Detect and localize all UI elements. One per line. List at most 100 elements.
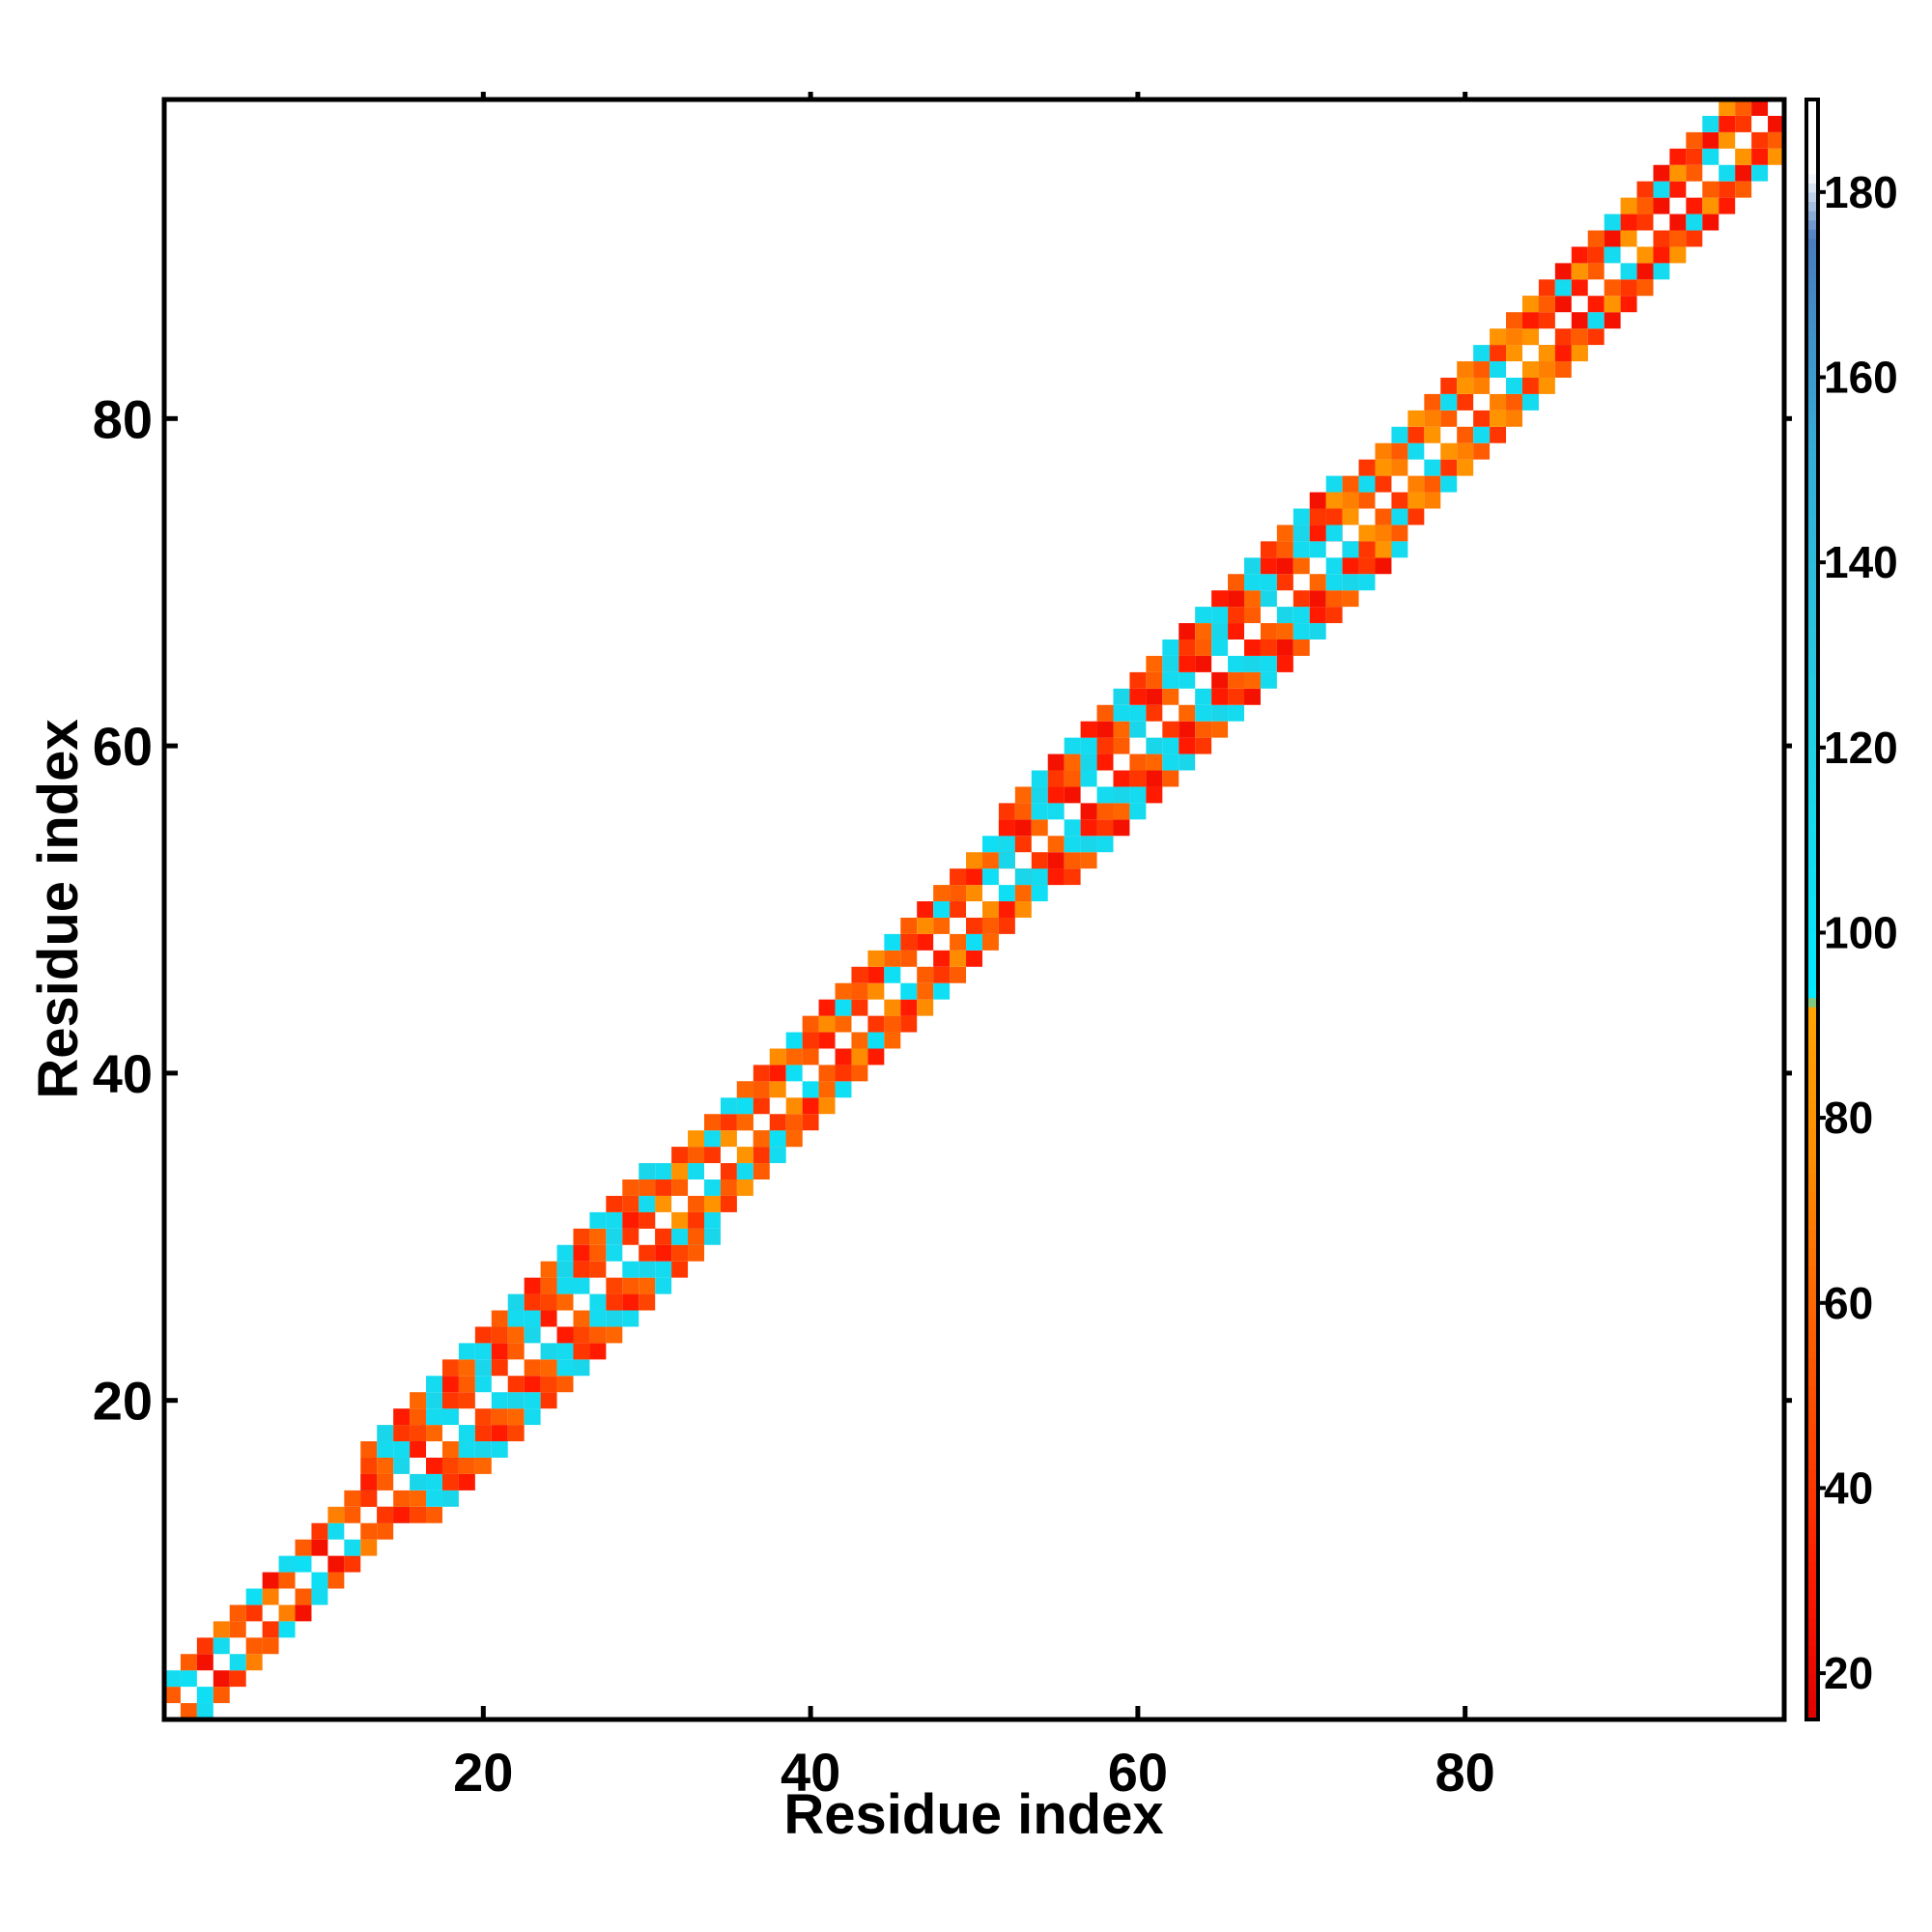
heatmap-cell xyxy=(1473,361,1491,378)
heatmap-cell xyxy=(1653,164,1670,182)
heatmap-cell xyxy=(1080,836,1097,853)
heatmap-cell xyxy=(1244,639,1261,656)
heatmap-cell xyxy=(393,1457,411,1474)
colorbar-segment xyxy=(1806,895,1818,906)
heatmap-cell xyxy=(458,1359,475,1377)
heatmap-cell xyxy=(393,1506,411,1523)
heatmap-cell xyxy=(1096,803,1114,820)
heatmap-cell xyxy=(639,1195,656,1212)
colorbar-tick-label: 180 xyxy=(1824,167,1898,217)
heatmap-cell xyxy=(1129,688,1147,705)
heatmap-cell xyxy=(245,1588,263,1605)
heatmap-cell xyxy=(426,1392,442,1409)
colorbar-segment xyxy=(1806,1534,1818,1545)
colorbar-segment xyxy=(1806,571,1818,582)
heatmap-cell xyxy=(688,1211,704,1229)
heatmap-cell xyxy=(589,1228,607,1245)
heatmap-cell xyxy=(213,1621,230,1638)
heatmap-cell xyxy=(802,1048,819,1065)
colorbar-segment xyxy=(1806,1237,1818,1248)
heatmap-cell xyxy=(556,1261,574,1278)
heatmap-cell xyxy=(1080,803,1097,820)
heatmap-cell xyxy=(556,1343,574,1360)
heatmap-cell xyxy=(441,1473,459,1491)
heatmap-cell xyxy=(1211,607,1229,624)
colorbar-segment xyxy=(1806,627,1818,638)
heatmap-cell xyxy=(950,933,967,951)
heatmap-cell xyxy=(1440,377,1458,394)
heatmap-cell xyxy=(785,1032,803,1049)
heatmap-cell xyxy=(720,1114,737,1131)
heatmap-cell xyxy=(1636,279,1654,297)
heatmap-cell xyxy=(1309,525,1326,542)
heatmap-cell xyxy=(1146,671,1163,689)
heatmap-cell xyxy=(1342,574,1359,591)
heatmap-cell xyxy=(507,1376,525,1393)
colorbar-segment xyxy=(1806,1413,1818,1424)
heatmap-cell xyxy=(1162,770,1179,787)
heatmap-cell xyxy=(1440,410,1458,427)
heatmap-cell xyxy=(245,1605,263,1622)
heatmap-cell xyxy=(1391,426,1408,443)
colorbar-segment xyxy=(1806,581,1818,591)
y-tick-label: 60 xyxy=(93,716,153,777)
heatmap-cell xyxy=(1604,246,1621,264)
heatmap-cell xyxy=(360,1522,378,1540)
heatmap-cell xyxy=(540,1277,557,1294)
colorbar-segment xyxy=(1806,1349,1818,1359)
colorbar-segment xyxy=(1806,543,1818,554)
colorbar-segment xyxy=(1806,201,1818,212)
heatmap-cell xyxy=(785,1114,803,1131)
heatmap-cell xyxy=(639,1293,656,1311)
heatmap-cell xyxy=(639,1277,656,1294)
colorbar-segment xyxy=(1806,1265,1818,1276)
heatmap-cell xyxy=(802,1015,819,1033)
colorbar-segment xyxy=(1806,1293,1818,1304)
heatmap-cell xyxy=(606,1293,623,1311)
heatmap-cell xyxy=(998,852,1015,869)
heatmap-cell xyxy=(736,1081,753,1098)
heatmap-cell xyxy=(1211,688,1229,705)
heatmap-cell xyxy=(1031,819,1048,837)
heatmap-cell xyxy=(1604,213,1621,231)
heatmap-cell xyxy=(1211,721,1229,738)
heatmap-cell xyxy=(507,1293,525,1311)
heatmap-cell xyxy=(1293,525,1310,542)
heatmap-cell xyxy=(1440,393,1458,411)
heatmap-cell xyxy=(981,917,999,934)
colorbar-segment xyxy=(1806,1367,1818,1378)
colorbar-segment xyxy=(1806,1682,1818,1692)
heatmap-cell xyxy=(1113,819,1130,837)
heatmap-cell xyxy=(1571,345,1588,362)
heatmap-cell xyxy=(474,1359,492,1377)
colorbar-segment xyxy=(1806,275,1818,286)
heatmap-cell xyxy=(753,1147,770,1164)
heatmap-cell xyxy=(410,1506,427,1523)
heatmap-cell xyxy=(491,1343,508,1360)
heatmap-cell xyxy=(1636,246,1654,264)
colorbar-segment xyxy=(1806,497,1818,508)
heatmap-cell xyxy=(1620,263,1637,280)
colorbar-segment xyxy=(1806,1386,1818,1397)
heatmap-cell xyxy=(589,1343,607,1360)
heatmap-cell xyxy=(474,1441,492,1458)
colorbar-segment xyxy=(1806,599,1818,610)
heatmap-cell xyxy=(393,1490,411,1507)
heatmap-cell xyxy=(1096,704,1114,722)
colorbar-segment xyxy=(1806,765,1818,777)
heatmap-cell xyxy=(491,1441,508,1458)
heatmap-cell xyxy=(884,966,901,983)
heatmap-cell xyxy=(1358,492,1376,509)
heatmap-cell xyxy=(704,1228,721,1245)
colorbar-segment xyxy=(1806,849,1818,860)
colorbar-segment xyxy=(1806,395,1818,406)
heatmap-cell xyxy=(1440,442,1458,460)
heatmap-cell xyxy=(622,1211,639,1229)
heatmap-cell xyxy=(589,1211,607,1229)
colorbar-tick-label: 80 xyxy=(1824,1093,1873,1143)
heatmap-cell xyxy=(981,901,999,918)
heatmap-cell xyxy=(769,1065,786,1082)
heatmap-cell xyxy=(589,1244,607,1262)
heatmap-cell xyxy=(736,1163,753,1179)
y-tick-label: 80 xyxy=(93,388,153,449)
